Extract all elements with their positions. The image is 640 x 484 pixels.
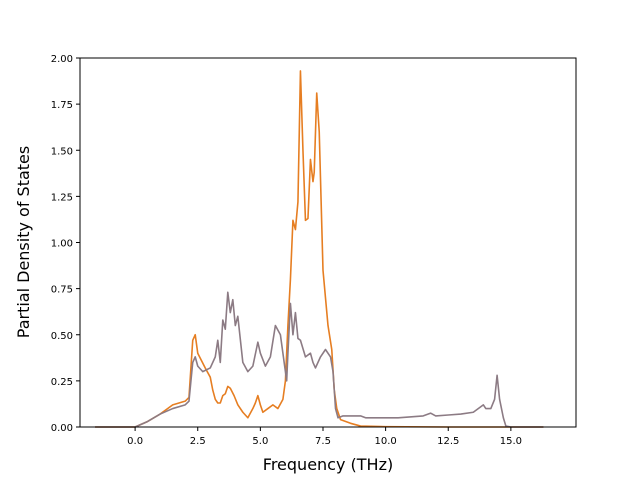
series-line-2 [95, 291, 544, 428]
x-tick-label: 2.5 [190, 436, 206, 447]
y-axis-ticks: 0.00 0.25 0.50 0.75 1.00 1.25 1.50 1.75 2.00 [51, 54, 80, 434]
series-layer [95, 70, 544, 428]
y-axis-title: Partial Density of States [14, 146, 33, 338]
x-tick-label: 7.5 [315, 436, 331, 447]
x-axis-title: Frequency (THz) [263, 455, 393, 474]
y-tick-label: 0.50 [51, 331, 73, 342]
x-tick-label: 5.0 [252, 436, 268, 447]
series-line-1 [95, 70, 544, 428]
x-tick-label: 15.0 [500, 436, 522, 447]
y-tick-label: 0.00 [51, 423, 73, 434]
x-tick-label: 12.5 [437, 436, 459, 447]
y-tick-label: 0.75 [51, 285, 73, 296]
y-tick-label: 1.25 [51, 192, 73, 203]
x-tick-label: 0.0 [127, 436, 143, 447]
y-tick-label: 2.00 [51, 54, 73, 65]
y-tick-label: 0.25 [51, 377, 73, 388]
y-tick-label: 1.00 [51, 239, 73, 250]
x-axis-ticks: 0.0 2.5 5.0 7.5 10.0 12.5 15.0 [127, 427, 522, 447]
y-tick-label: 1.50 [51, 146, 73, 157]
y-tick-label: 1.75 [51, 100, 73, 111]
plot-area-frame [79, 57, 577, 428]
x-tick-label: 10.0 [374, 436, 396, 447]
